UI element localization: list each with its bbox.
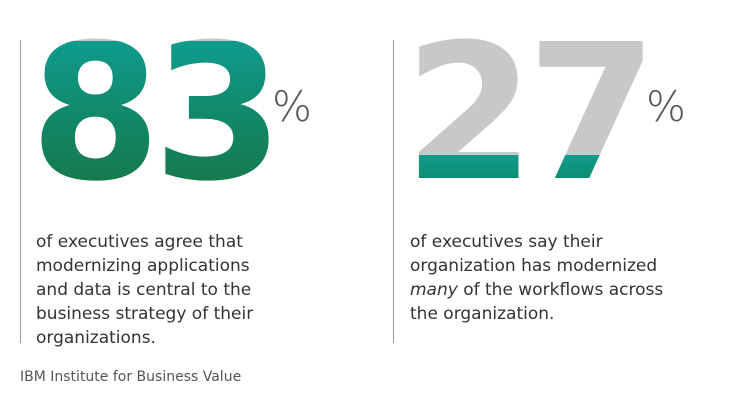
svg-text:83: 83 — [30, 4, 276, 223]
stat-27-desc-line: organization has modernized — [410, 256, 658, 276]
emphasis-many: many — [410, 280, 458, 300]
right-divider — [393, 40, 394, 343]
stat-83-description: of executives agree that modernizing app… — [36, 230, 356, 350]
svg-text:27: 27 — [404, 4, 650, 223]
stat-83-desc-line: organizations. — [36, 328, 156, 348]
stat-27-desc-line: the organization. — [410, 304, 555, 324]
stat-27-description: of executives say their organization has… — [410, 230, 730, 326]
stat-83-number: 83 — [30, 4, 284, 223]
stat-27-desc-line-rest: of the workflows across — [457, 280, 664, 300]
stat-27-percent-sign: % — [646, 82, 686, 131]
stat-83-desc-line: business strategy of their — [36, 304, 254, 324]
stat-83-percent-sign: % — [272, 82, 312, 131]
stat-83-desc-line: modernizing applications — [36, 256, 250, 276]
stat-83-desc-line: of executives agree that — [36, 232, 243, 252]
stat-27-desc-line: many of the workflows across — [410, 278, 730, 302]
left-divider — [20, 40, 21, 343]
stat-27-desc-line: of executives say their — [410, 232, 603, 252]
stat-83-desc-line: and data is central to the — [36, 280, 252, 300]
source-credit: IBM Institute for Business Value — [20, 369, 242, 385]
stat-27-number: 27 — [404, 4, 658, 223]
